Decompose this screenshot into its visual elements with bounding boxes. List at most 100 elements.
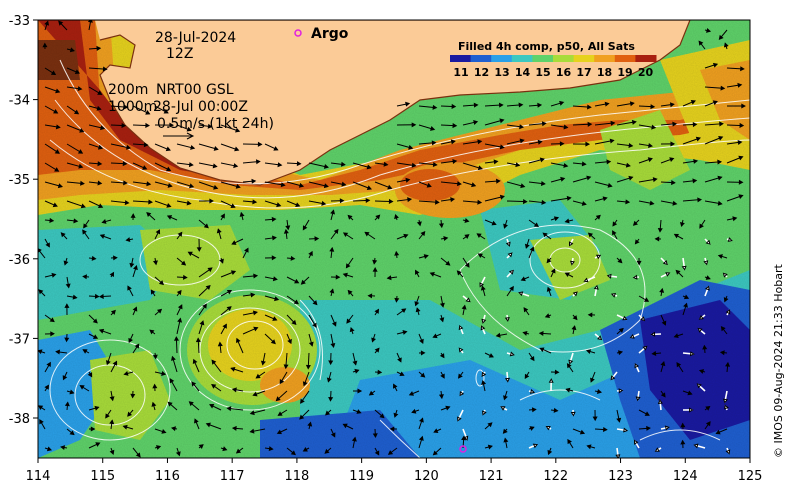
current-arrow [326, 371, 332, 383]
current-arrow [726, 66, 745, 72]
current-arrow [704, 200, 723, 206]
current-arrow [502, 428, 508, 434]
current-arrow [484, 102, 504, 108]
current-arrow [418, 254, 429, 259]
current-arrow [432, 447, 442, 456]
plot-frame [37, 19, 751, 459]
current-arrow [283, 352, 289, 370]
current-arrow [216, 228, 222, 240]
current-arrow [723, 42, 729, 50]
current-arrow [616, 427, 629, 433]
current-arrow [726, 122, 745, 128]
colorbar-swatch [635, 55, 657, 62]
current-arrow [198, 198, 214, 204]
current-arrow [673, 233, 684, 240]
current-arrow [328, 390, 334, 402]
current-arrow [418, 162, 438, 168]
current-arrow [432, 333, 442, 339]
current-arrow [264, 181, 286, 188]
current-arrow [330, 161, 346, 167]
current-arrow [572, 200, 587, 206]
current-arrow [660, 102, 675, 108]
current-arrow [715, 428, 728, 435]
current-arrow [523, 307, 530, 316]
current-arrow [396, 330, 408, 335]
argo-label: Argo [311, 26, 349, 42]
current-arrow [564, 218, 574, 224]
lat-tick-label: -33 [9, 14, 30, 29]
current-arrow [704, 62, 719, 69]
current-arrow [506, 285, 514, 297]
current-arrow [484, 143, 505, 150]
current-arrow [587, 232, 596, 240]
current-arrow [518, 291, 530, 297]
current-arrow [572, 175, 592, 183]
current-arrow [198, 181, 219, 190]
current-arrow [459, 390, 465, 397]
current-arrow [286, 181, 305, 188]
current-arrow [374, 347, 380, 354]
current-arrow [63, 257, 69, 266]
current-arrow [439, 314, 445, 323]
current-arrow [328, 352, 334, 366]
current-arrow [198, 123, 213, 129]
current-arrow [169, 378, 178, 392]
current-arrow [440, 371, 445, 379]
current-arrow [484, 178, 501, 184]
current-arrow [38, 349, 46, 355]
current-arrow [264, 446, 274, 452]
current-arrow [264, 276, 278, 282]
current-arrow [187, 251, 200, 259]
current-arrow [528, 180, 546, 186]
current-arrow [638, 104, 656, 110]
current-arrow [154, 445, 162, 450]
current-arrow [38, 248, 46, 259]
current-arrow [440, 139, 456, 145]
current-arrow [88, 255, 97, 261]
current-arrow [594, 214, 601, 221]
current-arrow [393, 383, 398, 392]
lon-tick-label: 116 [155, 469, 180, 484]
colorbar-swatch [614, 55, 636, 62]
current-arrow [374, 161, 389, 167]
current-arrow [264, 162, 283, 168]
current-arrow [610, 371, 618, 381]
current-arrow [703, 257, 709, 266]
current-arrow [612, 219, 618, 227]
current-arrow [132, 447, 141, 458]
current-arrow [394, 250, 400, 259]
current-arrow [462, 139, 483, 145]
current-arrow [722, 272, 728, 278]
current-arrow [176, 257, 187, 266]
current-arrow [98, 328, 112, 335]
colorbar-tick-label: 20 [638, 66, 654, 79]
current-arrow [151, 401, 157, 411]
current-arrow [418, 199, 440, 205]
current-arrow [79, 385, 90, 392]
current-arrow [65, 276, 71, 289]
current-arrow [418, 350, 426, 356]
current-arrow [660, 180, 676, 186]
current-arrow [457, 371, 464, 379]
current-arrow [64, 333, 70, 343]
current-arrow [130, 213, 136, 221]
current-arrow [506, 351, 515, 357]
current-arrow [372, 267, 378, 278]
current-arrow [612, 230, 618, 240]
current-arrow [109, 419, 115, 430]
current-arrow [110, 360, 118, 373]
current-arrow [546, 257, 552, 264]
colorbar-ticks: 11 12 13 14 15 16 17 18 19 20 [453, 66, 653, 79]
current-arrow [386, 275, 398, 281]
longitude-axis: 114 115 116 117 118 119 120 121 122 123 124 125 [26, 458, 762, 484]
current-arrow [87, 371, 93, 378]
current-arrow [481, 379, 487, 392]
current-arrow [704, 285, 710, 297]
current-arrow [44, 200, 58, 208]
current-arrow [99, 293, 112, 299]
current-arrow [196, 238, 202, 252]
current-arrow [440, 197, 456, 203]
current-arrow [219, 257, 224, 264]
current-arrow [480, 285, 486, 297]
current-arrow [461, 304, 467, 316]
